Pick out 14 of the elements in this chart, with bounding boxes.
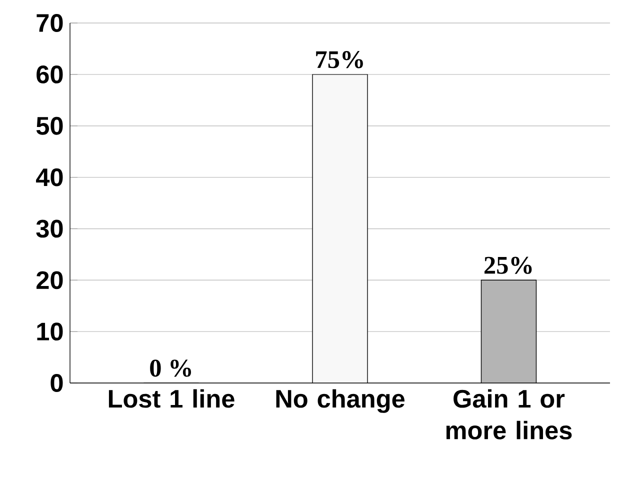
y-tick-label: 30 bbox=[36, 220, 63, 238]
annotation: 75% bbox=[316, 51, 363, 68]
y-tick-label: 40 bbox=[36, 168, 63, 186]
annotation: 0 % bbox=[150, 360, 191, 377]
y-tick-label: 70 bbox=[36, 14, 63, 32]
y-tick-label: 20 bbox=[36, 271, 63, 290]
x-tick-label: Lost 1 line bbox=[108, 389, 234, 408]
annotation: 25% bbox=[484, 256, 532, 274]
x-tick-label: No change bbox=[276, 389, 404, 413]
y-tick-label: 60 bbox=[36, 65, 63, 84]
y-tick-label: 50 bbox=[36, 116, 63, 135]
y-tick-label: 0 bbox=[50, 374, 63, 392]
y-tick-label: 10 bbox=[37, 322, 63, 341]
x-tick-label: Gain 1 or more lines bbox=[446, 389, 572, 440]
